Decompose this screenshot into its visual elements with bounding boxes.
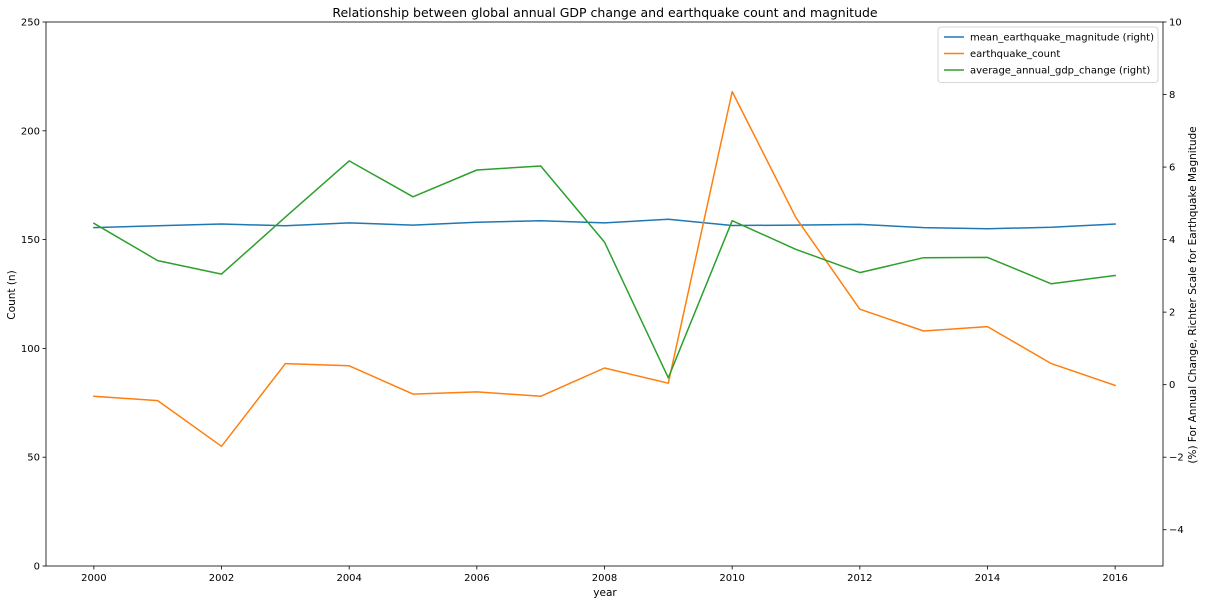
y-right-tick-label: 6 xyxy=(1169,163,1175,174)
x-tick-label: 2002 xyxy=(209,573,234,584)
y-axis-label: Count (n) xyxy=(6,270,18,319)
y-right-tick-label: 2 xyxy=(1169,308,1175,319)
axes: 2000 2002 2004 2006 2008 2010 2012 2014 20160501… xyxy=(21,18,1184,585)
plot-area xyxy=(92,90,1117,448)
x-tick-label: 2014 xyxy=(975,573,1000,584)
legend: mean_earthquake_magnitude (right) earthqu… xyxy=(937,26,1159,83)
legend-box xyxy=(937,26,1159,83)
y-right-tick-label: −4 xyxy=(1169,525,1184,536)
x-tick-label: 2008 xyxy=(592,573,617,584)
legend-label-2: average_annual_gdp_change (right) xyxy=(970,66,1150,77)
x-tick-label: 2010 xyxy=(719,573,744,584)
y-tick-label: 0 xyxy=(34,562,40,573)
legend-label-0: mean_earthquake_magnitude (right) xyxy=(970,33,1154,44)
y-tick-label: 50 xyxy=(27,453,40,464)
y-right-tick-label: 8 xyxy=(1169,90,1175,101)
y-tick-label: 100 xyxy=(21,344,40,355)
x-tick-label: 2006 xyxy=(464,573,489,584)
series-line-0 xyxy=(93,218,1116,230)
legend-label-1: earthquake_count xyxy=(970,49,1060,60)
y-right-tick-label: 0 xyxy=(1169,380,1175,391)
x-tick-label: 2012 xyxy=(847,573,872,584)
x-tick-label: 2004 xyxy=(336,573,361,584)
y-tick-label: 250 xyxy=(21,18,40,29)
series-line-2 xyxy=(92,160,1116,379)
y-axis-right-label: (%) For Annual Change, Richter Scale for… xyxy=(1187,126,1199,463)
chart-title: Relationship between global annual GDP c… xyxy=(332,5,878,20)
series-line-1 xyxy=(93,90,1117,448)
x-tick-label: 2016 xyxy=(1102,573,1127,584)
x-axis-label: year xyxy=(593,587,617,599)
y-right-tick-label: 10 xyxy=(1169,18,1182,29)
y-tick-label: 200 xyxy=(21,126,40,137)
x-tick-label: 2000 xyxy=(81,573,106,584)
y-tick-label: 150 xyxy=(21,235,40,246)
y-right-tick-label: 4 xyxy=(1169,235,1175,246)
y-right-tick-label: −2 xyxy=(1169,453,1184,464)
